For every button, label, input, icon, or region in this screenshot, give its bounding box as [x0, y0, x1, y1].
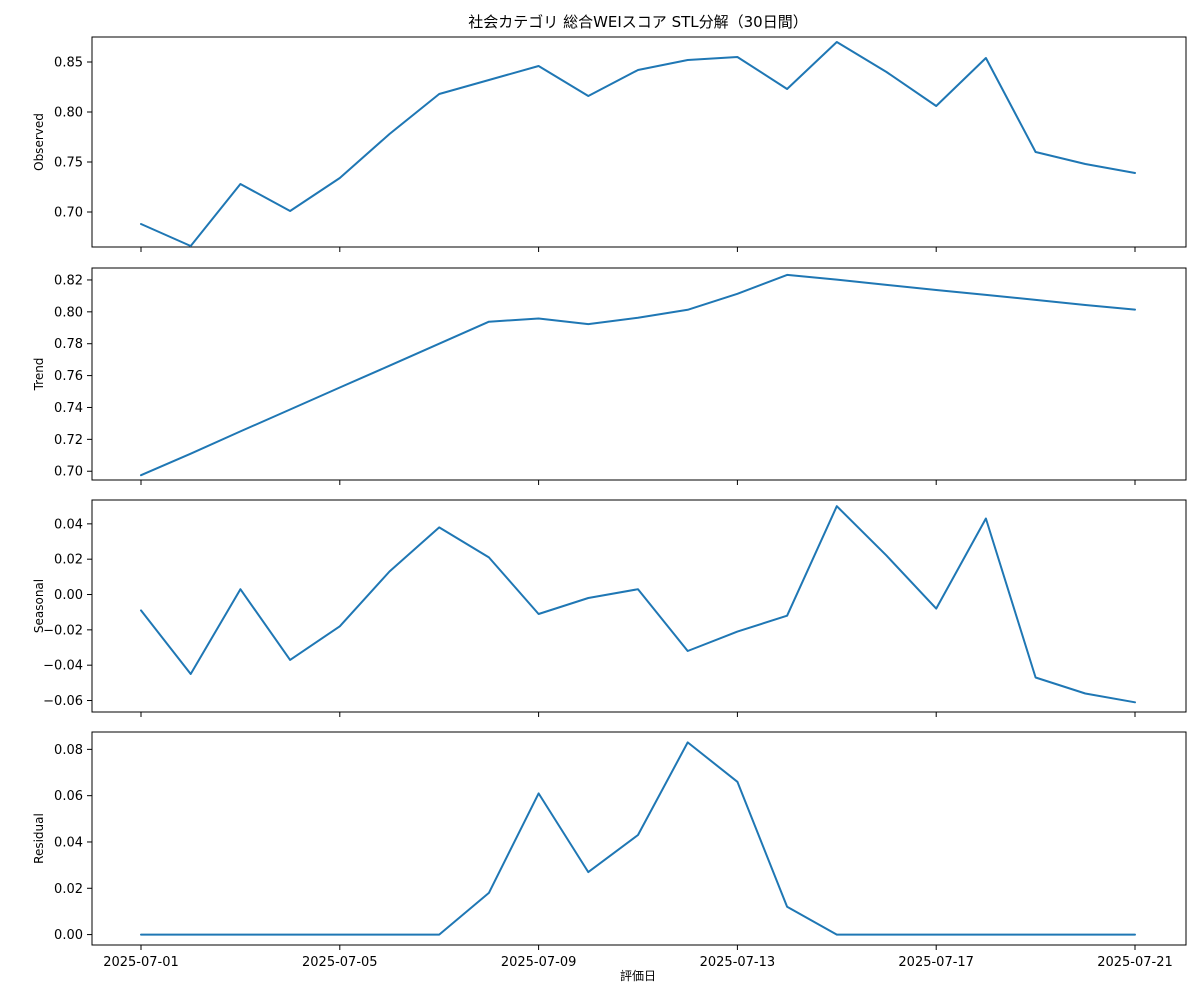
panel-frame-observed	[91, 36, 1187, 248]
y-tick-label-seasonal: 0.00	[54, 588, 83, 603]
series-line-trend	[140, 273, 1136, 477]
y-tick-label-trend: 0.76	[54, 369, 83, 384]
x-axis-label: 評価日	[620, 968, 656, 983]
y-tick-label-trend: 0.72	[54, 433, 83, 448]
panel-frame-trend	[91, 267, 1187, 481]
x-tick-label: 2025-07-09	[501, 955, 577, 970]
panel-frame-residual	[91, 731, 1187, 946]
y-axis-label-residual: Residual	[32, 813, 46, 864]
x-tick-label: 2025-07-05	[302, 955, 378, 970]
y-tick-label-trend: 0.74	[54, 401, 83, 416]
y-axis-label-observed: Observed	[32, 113, 46, 171]
y-tick-label-seasonal: −0.06	[43, 694, 83, 709]
y-tick-label-residual: 0.08	[54, 743, 83, 758]
y-tick-label-observed: 0.80	[54, 106, 83, 121]
x-tick-label: 2025-07-21	[1097, 955, 1173, 970]
y-tick-label-residual: 0.04	[54, 835, 83, 850]
series-line-observed	[140, 41, 1136, 247]
series-line-residual	[140, 741, 1136, 936]
y-tick-label-seasonal: 0.02	[54, 553, 83, 568]
panel-frame-seasonal	[91, 499, 1187, 713]
y-axis-label-seasonal: Seasonal	[32, 579, 46, 633]
x-tick-label: 2025-07-13	[700, 955, 776, 970]
y-tick-label-seasonal: 0.04	[54, 517, 83, 532]
y-tick-label-trend: 0.78	[54, 337, 83, 352]
y-tick-label-trend: 0.70	[54, 465, 83, 480]
y-tick-label-trend: 0.82	[54, 273, 83, 288]
y-tick-label-observed: 0.70	[54, 206, 83, 221]
y-tick-label-residual: 0.06	[54, 789, 83, 804]
series-line-seasonal	[140, 505, 1136, 704]
y-axis-label-trend: Trend	[32, 358, 46, 392]
y-tick-label-observed: 0.85	[54, 56, 83, 71]
y-tick-label-trend: 0.80	[54, 305, 83, 320]
x-tick-label: 2025-07-17	[898, 955, 974, 970]
y-tick-label-observed: 0.75	[54, 156, 83, 171]
x-tick-label: 2025-07-01	[103, 955, 179, 970]
y-tick-label-residual: 0.00	[54, 928, 83, 943]
y-tick-label-residual: 0.02	[54, 882, 83, 897]
y-tick-label-seasonal: −0.04	[43, 659, 83, 674]
chart-title: 社会カテゴリ 総合WEIスコア STL分解（30日間）	[468, 13, 807, 31]
y-tick-label-seasonal: −0.02	[43, 623, 83, 638]
